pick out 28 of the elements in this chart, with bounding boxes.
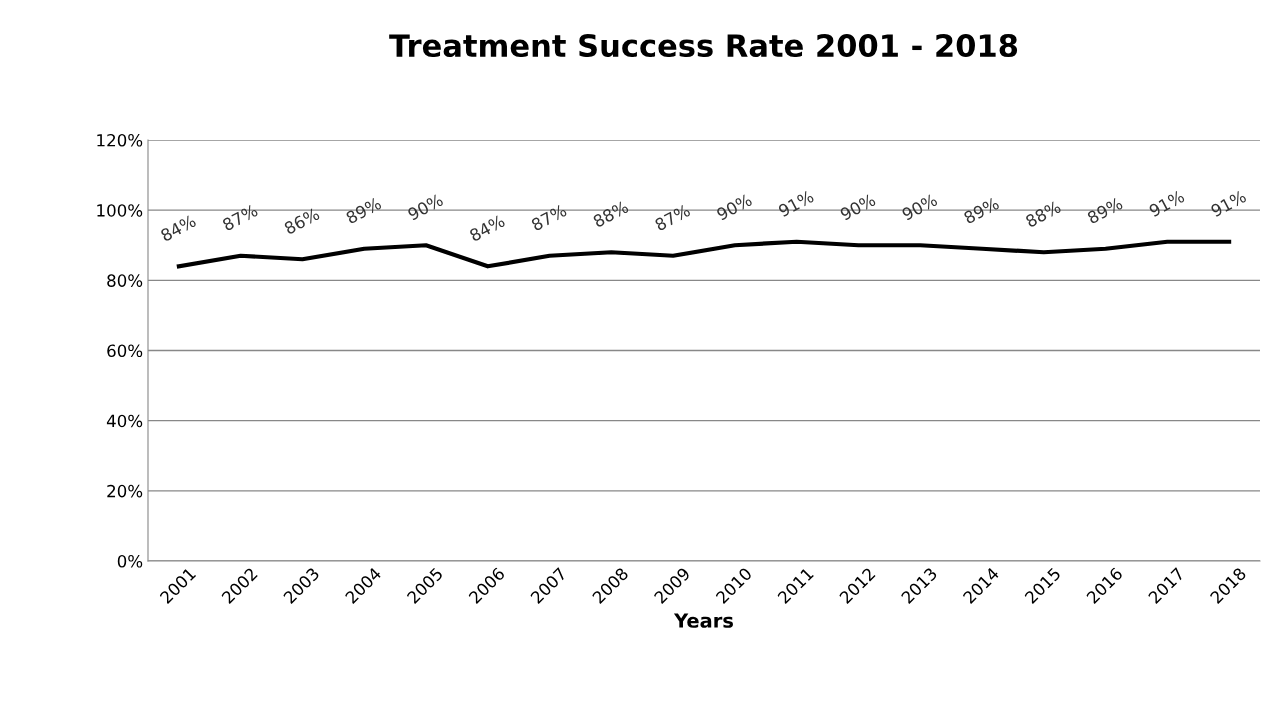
y-tick-label: 0% — [117, 554, 143, 568]
y-tick-label: 60% — [107, 344, 143, 358]
data-label: 90% — [715, 193, 753, 221]
data-label: 91% — [1210, 189, 1247, 218]
data-label: 89% — [963, 196, 1000, 225]
data-label: 87% — [530, 203, 568, 232]
data-label: 91% — [1148, 189, 1186, 218]
y-tick-label: 20% — [107, 484, 143, 498]
data-label: 84% — [159, 214, 197, 242]
data-label: 88% — [1024, 200, 1062, 228]
data-label: 87% — [654, 203, 691, 232]
data-label: 87% — [221, 203, 259, 232]
data-label: 88% — [592, 200, 630, 228]
data-label: 90% — [839, 193, 877, 221]
line-series — [176, 239, 1232, 269]
y-tick-label: 80% — [107, 274, 143, 287]
data-label: 91% — [777, 189, 815, 218]
data-label: 90% — [901, 193, 939, 221]
data-label: 86% — [283, 207, 321, 235]
data-label: 84% — [468, 214, 506, 242]
y-tick-label: 120% — [97, 133, 143, 147]
data-label: 89% — [345, 196, 383, 225]
chart-title: Treatment Success Rate 2001 - 2018 — [389, 33, 1018, 58]
data-label: 89% — [1086, 196, 1124, 225]
y-tick-label: 40% — [106, 414, 143, 428]
y-tick-label: 100% — [97, 204, 143, 217]
data-label: 90% — [406, 193, 444, 221]
x-axis-title: Years — [673, 613, 733, 628]
